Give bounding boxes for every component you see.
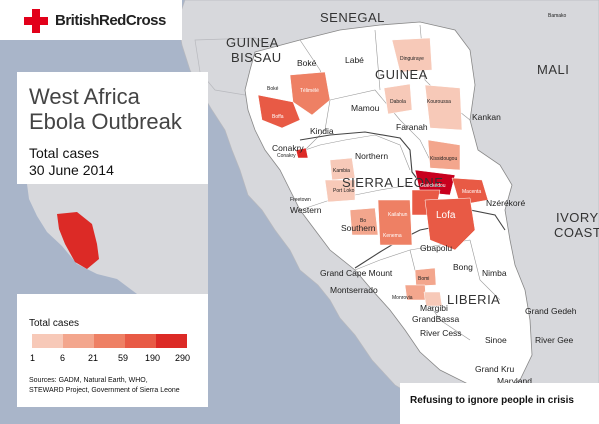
label-nimba: Nimba	[482, 268, 507, 278]
margibi-shape	[423, 291, 443, 307]
sources-line2: STEWARD Project, Government of Sierra Le…	[29, 387, 180, 394]
label-mamou: Mamou	[351, 103, 380, 113]
info-panel: West Africa Ebola Outbreak Total cases 3…	[17, 72, 208, 407]
kenema-shape	[377, 199, 413, 246]
dinguiraye-shape	[391, 37, 433, 73]
label-faranah: Faranah	[396, 122, 428, 132]
label-nzerekore: Nzérékoré	[486, 198, 526, 208]
boffa-shape	[257, 94, 301, 129]
label-gueckedou: Guéckédou	[420, 183, 446, 189]
label-lofa: Lofa	[436, 210, 456, 221]
conakry-shape	[295, 147, 309, 159]
inset-map	[17, 184, 208, 294]
label-bo: Bo	[360, 218, 367, 224]
label-mali: MALI	[537, 62, 570, 77]
legend-stop-4: 190	[145, 353, 161, 363]
label-ivory-2: COAST	[554, 225, 599, 240]
label-sierra-leone: SIERRA LEONE	[342, 175, 444, 190]
label-macenta: Macenta	[462, 189, 482, 195]
brand-name: BritishRedCross	[55, 12, 166, 29]
label-river-cess: River Cess	[420, 328, 462, 338]
label-maryland: Maryland	[497, 376, 532, 386]
label-port-loko: Port Loko	[333, 188, 355, 194]
label-labe: Labé	[345, 55, 364, 65]
label-northern: Northern	[355, 151, 389, 161]
label-grand-cape-mount: Grand Cape Mount	[320, 268, 393, 278]
title-line2: Ebola Outbreak	[29, 109, 182, 134]
legend-stop-3: 59	[118, 353, 129, 363]
label-grand-gedeh: Grand Gedeh	[525, 306, 577, 316]
legend-stop-2: 21	[88, 353, 99, 363]
label-senegal: SENEGAL	[320, 10, 385, 25]
label-kissidougou: Kissidougou	[430, 156, 458, 162]
label-kankan: Kankan	[472, 112, 501, 122]
label-kouroussa: Kouroussa	[427, 99, 451, 105]
title-line1: West Africa	[29, 84, 140, 109]
legend-swatch-2	[63, 334, 94, 348]
legend-bar	[32, 334, 187, 348]
legend-swatch-5	[156, 334, 187, 348]
label-guinea-bissau-2: BISSAU	[231, 50, 282, 65]
label-boke: Boké	[297, 58, 317, 68]
bo-shape	[349, 207, 379, 236]
label-boke-small: Boké	[267, 86, 279, 92]
dabola-shape	[383, 83, 413, 115]
label-guinea: GUINEA	[375, 67, 428, 82]
label-monrovia: Monrovia	[392, 295, 413, 301]
label-grand-bassa: GrandBassa	[412, 314, 460, 324]
label-sinoe: Sinoe	[485, 335, 507, 345]
gueckedou-shape	[414, 169, 456, 196]
label-dabola: Dabola	[390, 99, 406, 105]
legend-stop-0: 1	[30, 353, 36, 363]
label-conakry-small: Conakry	[277, 153, 296, 159]
label-river-gee: River Gee	[535, 335, 574, 345]
bomi-shape	[414, 267, 437, 287]
red-cross-icon	[24, 9, 48, 33]
label-ivory-1: IVORY	[556, 210, 599, 225]
legend-stop-1: 6	[60, 353, 66, 363]
label-liberia: LIBERIA	[447, 292, 501, 307]
label-montserrado: Montserrado	[330, 285, 378, 295]
label-kambia: Kambia	[333, 168, 350, 174]
logo-box: BritishRedCross	[0, 0, 182, 40]
label-southern: Southern	[341, 223, 376, 233]
tagline: Refusing to ignore people in crisis	[400, 383, 599, 424]
label-bomi: Bomi	[418, 276, 430, 282]
label-guinea-bissau-1: GUINEA	[226, 35, 279, 50]
kissidougou-shape	[427, 139, 461, 171]
label-bamako: Bamako	[548, 13, 567, 19]
sources-line1: Sources: GADM, Natural Earth, WHO,	[29, 377, 148, 384]
telimele-shape	[289, 71, 331, 116]
kouroussa-shape	[424, 84, 463, 131]
subtitle-line1: Total cases	[29, 145, 100, 161]
label-telimele: Télimélé	[300, 88, 319, 94]
port-loko-shape	[324, 179, 356, 203]
legend-swatch-1	[32, 334, 63, 348]
legend-swatch-3	[94, 334, 125, 348]
label-kindia: Kindia	[310, 126, 334, 136]
label-margibi: Margibi	[420, 303, 448, 313]
label-gbapolu: Gbapolu	[420, 243, 453, 253]
legend-stop-5: 290	[175, 353, 191, 363]
label-kailahun: Kailahun	[388, 212, 408, 218]
label-freetown: Freetown	[290, 197, 311, 203]
label-boffa: Boffa	[272, 114, 284, 120]
legend-swatch-4	[125, 334, 156, 348]
inset-highlight	[57, 212, 99, 269]
label-bong: Bong	[453, 262, 473, 272]
label-western: Western	[290, 205, 322, 215]
lofa-shape	[424, 197, 476, 251]
kambia-shape	[329, 157, 356, 181]
subtitle-line2: 30 June 2014	[29, 162, 114, 178]
legend-title: Total cases	[29, 318, 80, 329]
label-dinguiraye: Dinguiraye	[400, 56, 424, 62]
label-grand-kru: Grand Kru	[475, 364, 515, 374]
label-conakry: Conakry	[272, 143, 304, 153]
label-kenema: Kenema	[383, 233, 402, 239]
